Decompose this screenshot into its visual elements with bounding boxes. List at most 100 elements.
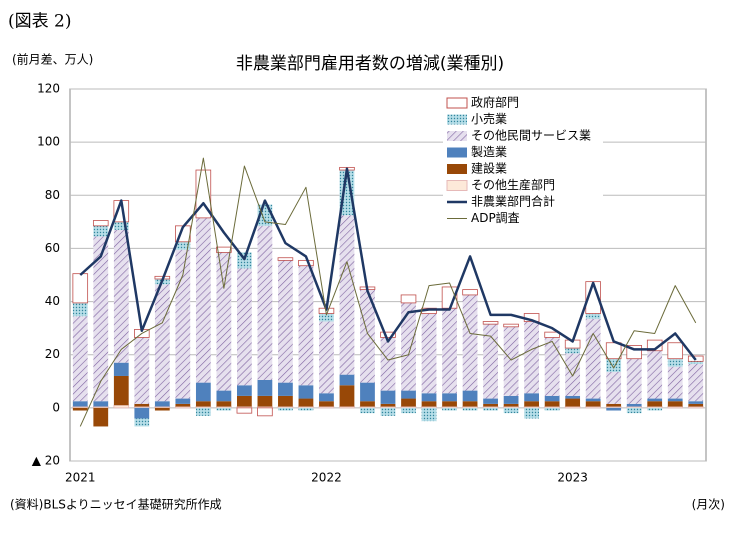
bar-segment bbox=[400, 406, 417, 409]
bar-segment bbox=[441, 406, 458, 409]
bar-segment bbox=[72, 407, 88, 411]
bar-segment bbox=[483, 324, 498, 399]
bar-segment bbox=[462, 406, 478, 409]
bar-segment bbox=[257, 379, 273, 396]
y-tick-label: 100 bbox=[37, 135, 60, 149]
bar-segment bbox=[503, 403, 519, 407]
bar-segment bbox=[72, 302, 88, 317]
bar-segment bbox=[524, 321, 539, 394]
legend-swatch bbox=[447, 131, 467, 141]
bar-segment bbox=[482, 321, 499, 325]
bar-segment bbox=[565, 398, 581, 407]
bar-segment bbox=[483, 398, 498, 404]
legend-label: 政府部門 bbox=[471, 95, 519, 110]
bar-segment bbox=[626, 403, 642, 407]
bar-segment bbox=[380, 403, 396, 407]
bar-segment bbox=[524, 407, 539, 419]
bar-segment bbox=[544, 331, 560, 338]
legend-label: 製造業 bbox=[471, 145, 507, 159]
bar-segment bbox=[401, 398, 416, 407]
bar-segment bbox=[605, 342, 622, 360]
bar-segment bbox=[257, 225, 273, 380]
legend-label: その他生産部門 bbox=[471, 177, 555, 192]
bar-segment bbox=[154, 406, 171, 409]
legend-swatch bbox=[447, 147, 467, 158]
bar-segment bbox=[585, 318, 601, 399]
bar-segment bbox=[667, 366, 683, 399]
bar-segment bbox=[154, 407, 170, 411]
y-tick-label: 120 bbox=[37, 82, 60, 96]
bar-segment bbox=[93, 401, 109, 407]
bar-segment bbox=[72, 273, 89, 304]
bar-segment bbox=[688, 361, 704, 365]
bar-segment bbox=[380, 406, 396, 409]
bar-segment bbox=[483, 403, 498, 407]
bar-segment bbox=[606, 358, 622, 372]
figure-label: (図表 2) bbox=[8, 12, 71, 32]
bar-segment bbox=[93, 236, 109, 402]
bar-segment bbox=[442, 393, 457, 402]
bar-segment bbox=[154, 401, 170, 407]
bar-segment bbox=[216, 407, 232, 411]
bar-segment bbox=[585, 313, 601, 319]
bar-segment bbox=[503, 326, 519, 396]
bar-segment bbox=[585, 406, 601, 409]
bar-segment bbox=[278, 382, 293, 396]
bar-segment bbox=[647, 350, 663, 399]
bar-segment bbox=[626, 407, 642, 414]
bar-segment bbox=[237, 395, 252, 407]
bar-segment bbox=[154, 284, 170, 402]
bar-segment bbox=[339, 170, 355, 216]
bar-segment bbox=[93, 225, 109, 237]
bar-segment bbox=[667, 401, 683, 407]
legend-label: 小売業 bbox=[471, 111, 507, 126]
bar-segment bbox=[380, 331, 396, 338]
bar-segment bbox=[236, 407, 253, 414]
bar-segment bbox=[278, 407, 293, 411]
bar-segment bbox=[339, 385, 355, 407]
bar-segment bbox=[523, 406, 540, 409]
x-tick-label: 2021 bbox=[65, 471, 96, 485]
bar-segment bbox=[544, 407, 560, 411]
bar-segment bbox=[544, 395, 560, 402]
bar-segment bbox=[237, 252, 252, 269]
bar-segment bbox=[667, 358, 683, 367]
bar-segment bbox=[298, 259, 314, 267]
y-axis-label: (前月差、万人) bbox=[12, 52, 93, 67]
bar-segment bbox=[421, 406, 437, 409]
bar-segment bbox=[360, 407, 375, 414]
bar-segment bbox=[360, 289, 375, 383]
x-tick-label: 2022 bbox=[311, 471, 342, 485]
bar-segment bbox=[237, 268, 252, 386]
bar-segment bbox=[113, 221, 129, 230]
bar-segment bbox=[503, 395, 519, 404]
legend-box bbox=[443, 93, 603, 229]
bar-segment bbox=[626, 406, 642, 409]
bar-segment bbox=[647, 398, 663, 402]
bar-segment bbox=[380, 337, 396, 391]
bar-segment bbox=[175, 403, 191, 407]
bar-segment bbox=[318, 406, 335, 409]
bar-segment bbox=[195, 382, 211, 402]
bar-segment bbox=[544, 406, 560, 409]
bar-segment bbox=[565, 395, 581, 399]
bar-segment bbox=[564, 406, 581, 409]
legend-swatch bbox=[446, 97, 468, 109]
bar-segment bbox=[216, 406, 232, 409]
bar-segment bbox=[442, 308, 457, 394]
bar-segment bbox=[442, 407, 457, 411]
bar-segment bbox=[585, 281, 601, 314]
bar-segment bbox=[605, 406, 622, 409]
bar-segment bbox=[606, 407, 622, 411]
bar-segment bbox=[646, 339, 663, 352]
bar-segment bbox=[483, 407, 498, 411]
bar-segment bbox=[462, 289, 478, 296]
bar-segment bbox=[134, 403, 150, 407]
bar-segment bbox=[462, 407, 478, 411]
bar-segment bbox=[175, 249, 191, 399]
legend-swatch bbox=[447, 114, 467, 125]
bar-segment bbox=[257, 395, 273, 407]
bar-segment bbox=[278, 260, 293, 383]
bar-segment bbox=[175, 406, 191, 409]
bar-segment bbox=[298, 406, 314, 409]
